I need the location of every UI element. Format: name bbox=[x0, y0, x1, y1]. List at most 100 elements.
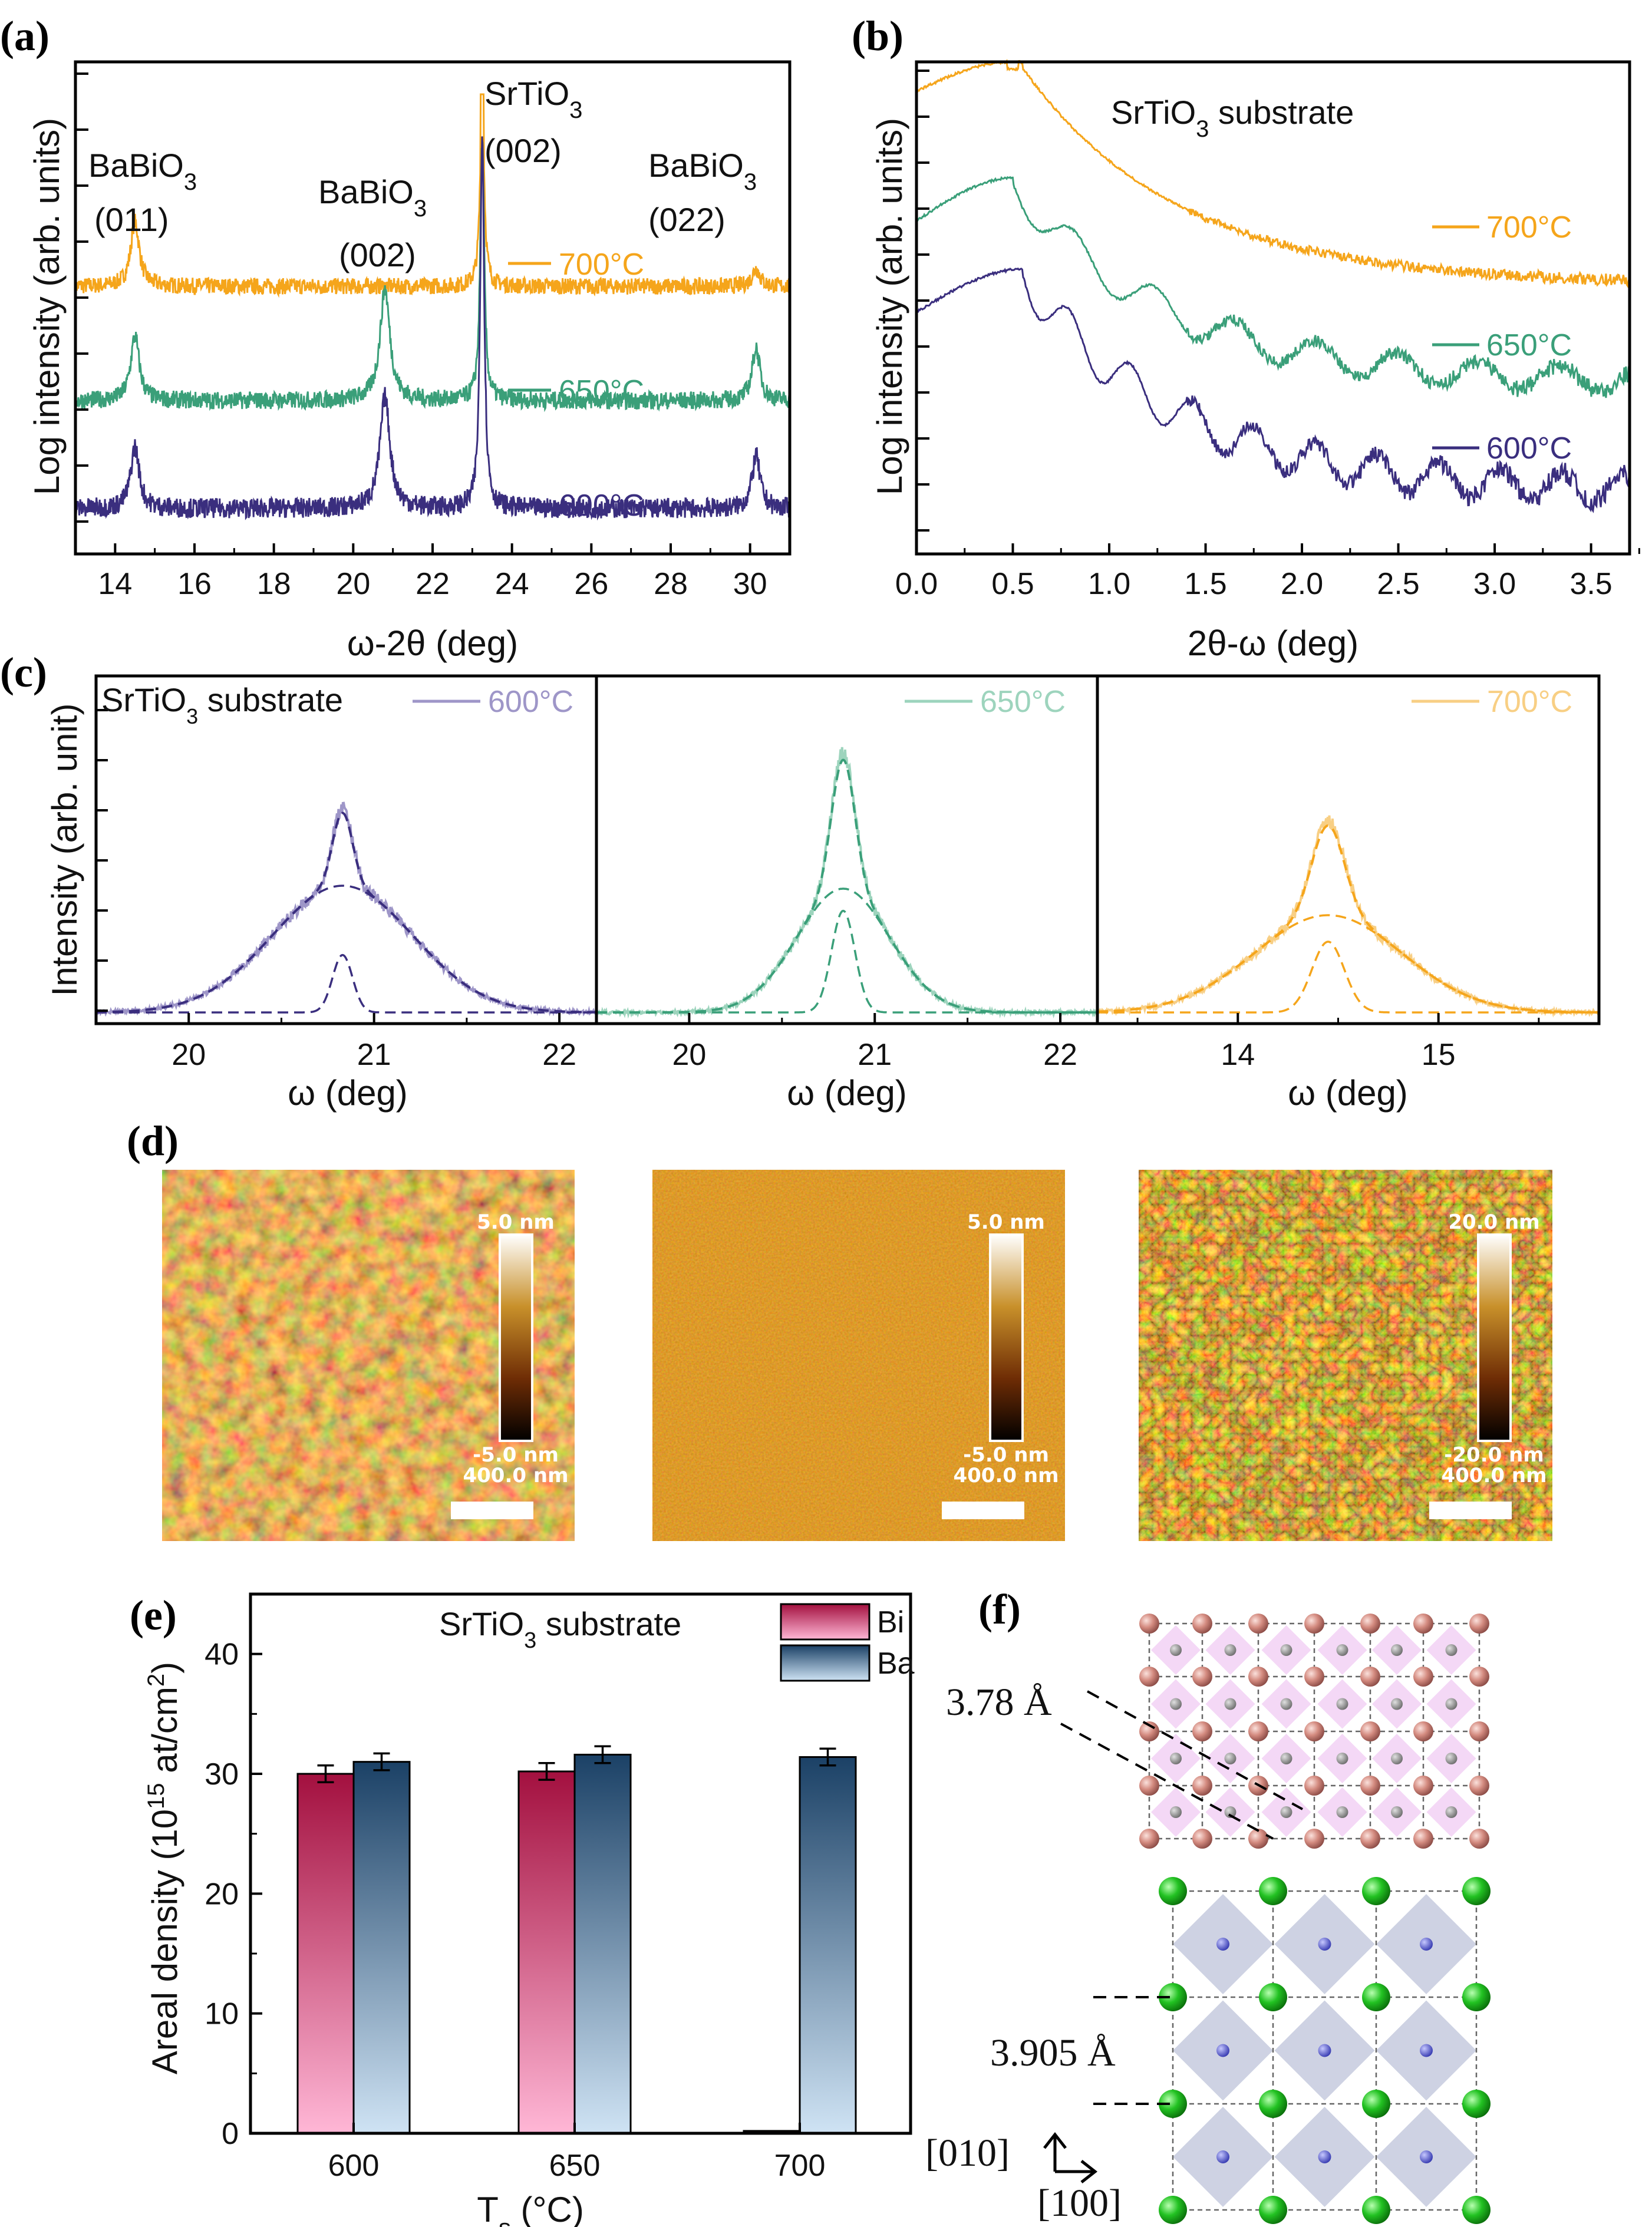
f-sr-atom bbox=[1159, 2196, 1187, 2224]
b-traces bbox=[915, 58, 1631, 513]
f-ba-atom bbox=[1360, 1776, 1380, 1796]
e-ylabel-c: ) bbox=[145, 1662, 184, 1674]
c-raw-700°C bbox=[1097, 815, 1600, 1018]
f-bi-atom bbox=[1280, 1644, 1292, 1656]
a-ann-022-idx: (022) bbox=[648, 201, 726, 238]
afm-image-700: 20.0 nm -20.0 nm 400.0 nm bbox=[1139, 1170, 1552, 1541]
f-bi-atom bbox=[1280, 1698, 1292, 1710]
afm-650-scalebar bbox=[942, 1502, 1024, 1519]
b-legend-650: 650°C bbox=[1486, 328, 1572, 362]
a-frame bbox=[74, 60, 792, 556]
b-xtick-label: 3.5 bbox=[1569, 567, 1612, 601]
e-bar-Bi-650 bbox=[517, 1770, 576, 2134]
f-sr-atom bbox=[1159, 2090, 1187, 2118]
e-annotation: SrTiO3 substrate bbox=[439, 1605, 681, 1653]
c-frame bbox=[94, 674, 1601, 1025]
f-bi-atom bbox=[1391, 1644, 1403, 1656]
f-sr-atom bbox=[1259, 1877, 1287, 1905]
afm-colorbar-700 bbox=[1477, 1233, 1512, 1442]
a-tick-labels: 14 16 18 20 22 24 26 28 30 bbox=[98, 567, 767, 601]
panel-label-b: (b) bbox=[852, 12, 904, 60]
b-ann-rest: substrate bbox=[1209, 94, 1354, 131]
f-ti-atom bbox=[1318, 2150, 1331, 2163]
a-ann-011-idx: (011) bbox=[94, 201, 169, 238]
f-ba-atom bbox=[1248, 1829, 1268, 1849]
a-ticks bbox=[74, 72, 791, 554]
e-bar-Ba-650 bbox=[573, 1753, 632, 2134]
e-ytick-label: 40 bbox=[205, 1638, 239, 1672]
a-ann-022-sub: 3 bbox=[744, 169, 757, 195]
a-series-650°C bbox=[74, 141, 790, 413]
e-ytick-label: 30 bbox=[205, 1757, 239, 1792]
c-xtick-label: 20 bbox=[672, 1038, 706, 1072]
f-bi-atom bbox=[1224, 1698, 1236, 1710]
f-ba-atom bbox=[1469, 1614, 1489, 1634]
e-y-axis-label: Areal density (1015 at/cm2) bbox=[143, 1662, 184, 2074]
a-ann-022-text: BaBiO bbox=[648, 147, 744, 184]
e-bar-Ba-700 bbox=[799, 1756, 857, 2134]
panel-f: 3.78 Å 3.905 Å [010] [100] bbox=[925, 1614, 1491, 2225]
panel-label-d: (d) bbox=[127, 1117, 179, 1164]
c-xtick-label: 21 bbox=[858, 1038, 892, 1072]
b-series-700°C bbox=[915, 58, 1631, 289]
f-bi-atom bbox=[1170, 1644, 1182, 1656]
b-ann-sub: 3 bbox=[1196, 116, 1209, 142]
e-xlabel-t: T bbox=[477, 2190, 499, 2227]
b-xtick-label: 2.0 bbox=[1281, 567, 1323, 601]
e-ytick-label: 10 bbox=[205, 1997, 239, 2031]
f-ba-atom bbox=[1360, 1614, 1380, 1634]
e-legend-ba-swatch bbox=[780, 1644, 870, 1682]
e-ann-text: SrTiO bbox=[439, 1605, 524, 1642]
f-ba-atom bbox=[1248, 1721, 1268, 1741]
e-ylabel-a: Areal density (10 bbox=[145, 1809, 184, 2074]
afm-image-600: 5.0 nm -5.0 nm 400.0 nm bbox=[162, 1170, 575, 1541]
c-legend-700: 700°C bbox=[1487, 685, 1572, 719]
e-ticks bbox=[250, 1652, 801, 2134]
f-lattice-top: 3.78 Å bbox=[946, 1681, 1052, 1724]
afm-image-650: 5.0 nm -5.0 nm 400.0 nm bbox=[652, 1170, 1065, 1541]
b-x-axis-label: 2θ-ω (deg) bbox=[1188, 623, 1358, 663]
afm-600-bottom: -5.0 nm bbox=[473, 1443, 559, 1467]
b-legend-700: 700°C bbox=[1486, 210, 1572, 245]
e-tick-labels: 0 10 20 30 40 600 650 700 bbox=[205, 1638, 825, 2183]
f-sr-atom bbox=[1362, 1877, 1390, 1905]
f-bi-atom bbox=[1224, 1644, 1236, 1656]
afm-650-top: 5.0 nm bbox=[967, 1210, 1045, 1234]
b-xtick-label: 0.5 bbox=[991, 567, 1034, 601]
a-ann-002-idx: (002) bbox=[339, 236, 416, 273]
f-ba-atom bbox=[1192, 1829, 1212, 1849]
e-frame bbox=[249, 1592, 912, 2135]
e-xtick-label: 700 bbox=[774, 2149, 826, 2183]
b-legend-600: 600°C bbox=[1486, 431, 1572, 466]
a-traces bbox=[74, 93, 790, 521]
f-sr-atom bbox=[1462, 2090, 1491, 2118]
a-ann-002-text: BaBiO bbox=[318, 173, 414, 210]
panel-label-f: (f) bbox=[978, 1586, 1021, 1633]
a-ann-011: BaBiO3 bbox=[88, 147, 197, 195]
f-ba-atom bbox=[1192, 1721, 1212, 1741]
panel-label-c: (c) bbox=[0, 649, 47, 696]
f-ba-atom bbox=[1469, 1829, 1489, 1849]
c-fit-650°C bbox=[596, 758, 1097, 1014]
f-ba-atom bbox=[1248, 1614, 1268, 1634]
f-ba-atom bbox=[1248, 1667, 1268, 1687]
afm-700-top: 20.0 nm bbox=[1448, 1210, 1539, 1234]
afm-600-bar-label: 400.0 nm bbox=[463, 1464, 568, 1487]
a-xtick-label: 14 bbox=[98, 567, 132, 601]
b-ticks bbox=[915, 70, 1640, 554]
b-frame bbox=[915, 60, 1631, 556]
c-xtick-label: 20 bbox=[172, 1038, 206, 1072]
a-ann-002: BaBiO3 bbox=[318, 173, 427, 222]
afm-colorbar-600 bbox=[499, 1233, 533, 1442]
a-xtick-label: 16 bbox=[177, 567, 212, 601]
e-bars bbox=[296, 1745, 857, 2134]
e-bar-Bi-600 bbox=[296, 1773, 355, 2134]
f-structure bbox=[1139, 1614, 1491, 2224]
f-sr-atom bbox=[1462, 2196, 1491, 2224]
b-tick-labels: 0.0 0.5 1.0 1.5 2.0 2.5 3.0 3.5 bbox=[895, 567, 1613, 601]
f-sr-atom bbox=[1259, 1983, 1287, 2011]
f-bi-atom bbox=[1336, 1806, 1348, 1818]
c-ticks bbox=[95, 709, 1540, 1024]
f-sr-atom bbox=[1362, 2196, 1390, 2224]
